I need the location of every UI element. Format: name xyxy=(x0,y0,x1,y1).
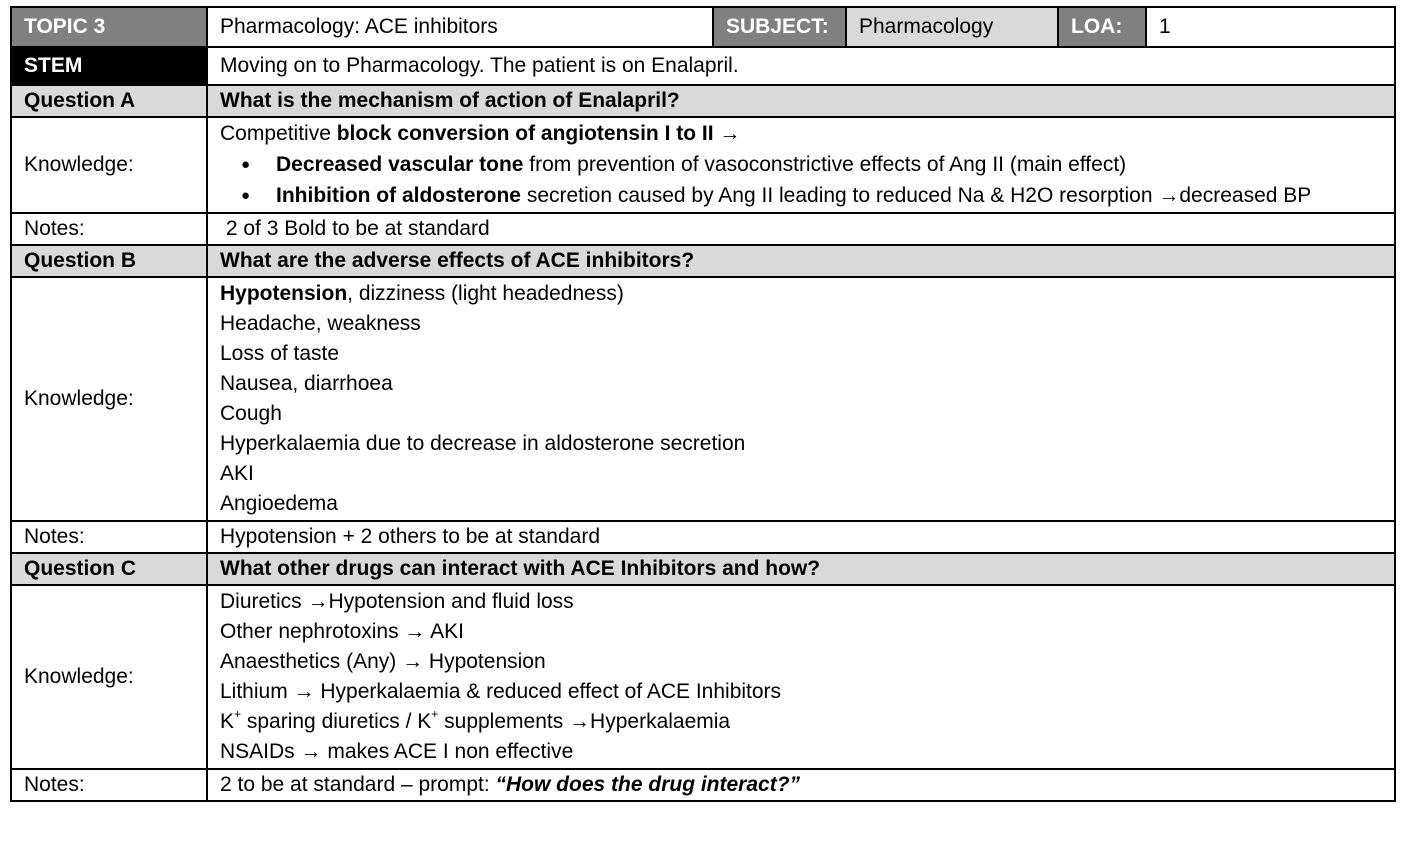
loa-value: 1 xyxy=(1145,6,1396,48)
question-c-knowledge: Diuretics →Hypotension and fluid loss Ot… xyxy=(206,584,1396,770)
question-b-label: Question B xyxy=(10,244,208,278)
stem-text: Moving on to Pharmacology. The patient i… xyxy=(206,46,1396,86)
bullet-bold: Inhibition of aldosterone xyxy=(276,184,521,207)
list-item: Anaesthetics (Any) → Hypotension xyxy=(220,650,546,673)
list-item: Cough xyxy=(220,402,282,425)
list-item: K+ sparing diuretics / K+ supplements →H… xyxy=(220,707,1394,737)
list-item: AKI xyxy=(220,462,254,485)
k-text: K xyxy=(220,710,235,733)
mechanism-bullets: Decreased vascular tone from prevention … xyxy=(220,149,1394,211)
list-item: Angioedema xyxy=(220,492,338,515)
question-c-text: What other drugs can interact with ACE I… xyxy=(206,552,1396,586)
k-superscript: + xyxy=(234,707,242,721)
stem-row: STEM Moving on to Pharmacology. The pati… xyxy=(10,46,1396,86)
question-b-text: What are the adverse effects of ACE inhi… xyxy=(206,244,1396,278)
question-b-notes-row: Notes: Hypotension + 2 others to be at s… xyxy=(10,520,1396,554)
item-text: , dizziness (light headedness) xyxy=(347,282,624,305)
intro-bold: block conversion of angiotensin I to II … xyxy=(336,122,741,145)
question-b-knowledge-row: Knowledge: Hypotension, dizziness (light… xyxy=(10,276,1396,522)
question-c-notes: 2 to be at standard – prompt: “How does … xyxy=(206,768,1396,802)
k-text: supplements →Hyperkalaemia xyxy=(438,710,731,733)
stem-label: STEM xyxy=(10,46,208,86)
bullet-bold: Decreased vascular tone xyxy=(276,153,524,176)
header-row: TOPIC 3 Pharmacology: ACE inhibitors SUB… xyxy=(10,6,1396,48)
item-bold: Hypotension xyxy=(220,282,348,305)
notes-label: Notes: xyxy=(10,520,208,554)
list-item: Diuretics →Hypotension and fluid loss xyxy=(220,590,574,613)
bullet-text: secretion caused by Ang II leading to re… xyxy=(521,184,1312,207)
assessment-table: TOPIC 3 Pharmacology: ACE inhibitors SUB… xyxy=(10,6,1396,802)
bullet-text: from prevention of vasoconstrictive effe… xyxy=(523,153,1127,176)
list-item: Hypotension, dizziness (light headedness… xyxy=(220,279,1394,309)
question-c-knowledge-row: Knowledge: Diuretics →Hypotension and fl… xyxy=(10,584,1396,770)
question-b-notes: Hypotension + 2 others to be at standard xyxy=(206,520,1396,554)
question-a-knowledge-row: Knowledge: Competitive block conversion … xyxy=(10,116,1396,214)
question-a-knowledge: Competitive block conversion of angioten… xyxy=(206,116,1396,214)
knowledge-label: Knowledge: xyxy=(10,116,208,214)
question-b-knowledge: Hypotension, dizziness (light headedness… xyxy=(206,276,1396,522)
list-item: Headache, weakness xyxy=(220,312,421,335)
k-text: sparing diuretics / K xyxy=(241,710,432,733)
topic-label: TOPIC 3 xyxy=(10,6,208,48)
knowledge-label: Knowledge: xyxy=(10,276,208,522)
question-a-text: What is the mechanism of action of Enala… xyxy=(206,84,1396,118)
notes-label: Notes: xyxy=(10,768,208,802)
notes-label: Notes: xyxy=(10,212,208,246)
loa-label: LOA: xyxy=(1057,6,1147,48)
question-a-row: Question A What is the mechanism of acti… xyxy=(10,84,1396,118)
list-item: Hyperkalaemia due to decrease in aldoste… xyxy=(220,432,746,455)
notes-emphasis: “How does the drug interact?” xyxy=(495,773,801,796)
subject-value: Pharmacology xyxy=(845,6,1059,48)
question-a-notes: 2 of 3 Bold to be at standard xyxy=(206,212,1396,246)
intro-plain: Competitive xyxy=(220,122,337,145)
question-a-notes-row: Notes: 2 of 3 Bold to be at standard xyxy=(10,212,1396,246)
bullet-item: Decreased vascular tone from prevention … xyxy=(241,149,1394,180)
list-item: Loss of taste xyxy=(220,342,340,365)
question-b-row: Question B What are the adverse effects … xyxy=(10,244,1396,278)
notes-plain: 2 to be at standard – prompt: xyxy=(220,773,496,796)
list-item: Other nephrotoxins → AKI xyxy=(220,620,464,643)
list-item: Nausea, diarrhoea xyxy=(220,372,393,395)
mechanism-intro: Competitive block conversion of angioten… xyxy=(220,119,1394,149)
bullet-item: Inhibition of aldosterone secretion caus… xyxy=(241,180,1394,211)
question-c-row: Question C What other drugs can interact… xyxy=(10,552,1396,586)
question-a-label: Question A xyxy=(10,84,208,118)
k-superscript: + xyxy=(431,707,439,721)
list-item: Lithium → Hyperkalaemia & reduced effect… xyxy=(220,680,782,703)
assessment-sheet: TOPIC 3 Pharmacology: ACE inhibitors SUB… xyxy=(10,6,1396,802)
list-item: NSAIDs → makes ACE I non effective xyxy=(220,740,574,763)
topic-value: Pharmacology: ACE inhibitors xyxy=(206,6,714,48)
knowledge-label: Knowledge: xyxy=(10,584,208,770)
subject-label: SUBJECT: xyxy=(712,6,847,48)
question-c-label: Question C xyxy=(10,552,208,586)
question-c-notes-row: Notes: 2 to be at standard – prompt: “Ho… xyxy=(10,768,1396,802)
